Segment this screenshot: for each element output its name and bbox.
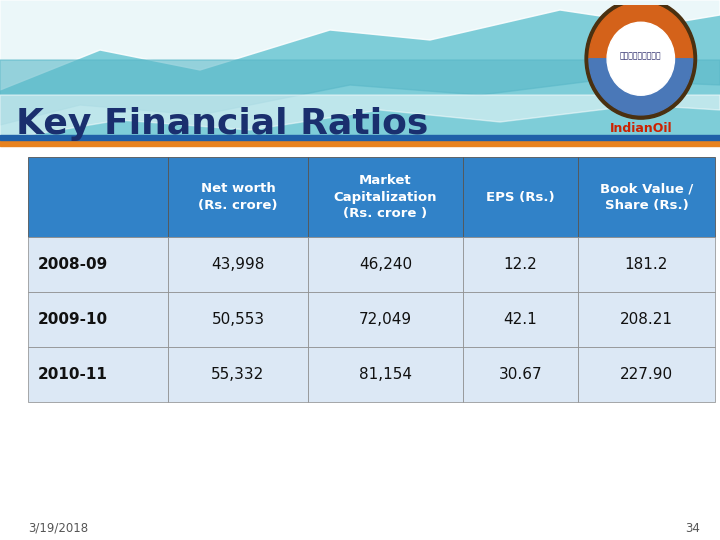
Text: 2010-11: 2010-11 bbox=[38, 367, 108, 382]
Text: 2008-09: 2008-09 bbox=[38, 257, 108, 272]
Text: 208.21: 208.21 bbox=[620, 312, 673, 327]
Bar bbox=[0, 0, 720, 140]
Bar bbox=[308, 347, 463, 402]
Polygon shape bbox=[0, 0, 720, 90]
Wedge shape bbox=[589, 59, 693, 115]
Polygon shape bbox=[0, 60, 720, 125]
Text: इंडियनऑयल: इंडियनऑयल bbox=[620, 51, 662, 60]
Text: Book Value /
Share (Rs.): Book Value / Share (Rs.) bbox=[600, 182, 693, 212]
Text: IndianOil: IndianOil bbox=[610, 123, 672, 136]
Polygon shape bbox=[0, 95, 720, 140]
Bar bbox=[578, 347, 715, 402]
Text: 43,998: 43,998 bbox=[211, 257, 265, 272]
Text: 72,049: 72,049 bbox=[359, 312, 412, 327]
Bar bbox=[168, 292, 308, 347]
Bar bbox=[28, 292, 168, 347]
Circle shape bbox=[585, 0, 696, 119]
Bar bbox=[0, 135, 720, 140]
Text: 181.2: 181.2 bbox=[625, 257, 668, 272]
Bar bbox=[308, 237, 463, 292]
Text: Market
Capitalization
(Rs. crore ): Market Capitalization (Rs. crore ) bbox=[334, 173, 437, 220]
Bar bbox=[168, 237, 308, 292]
Bar bbox=[463, 292, 578, 347]
Text: EPS (Rs.): EPS (Rs.) bbox=[486, 191, 555, 204]
Bar bbox=[463, 157, 578, 237]
Bar bbox=[308, 157, 463, 237]
Bar bbox=[168, 157, 308, 237]
Bar bbox=[308, 292, 463, 347]
Text: 227.90: 227.90 bbox=[620, 367, 673, 382]
Text: 2009-10: 2009-10 bbox=[38, 312, 108, 327]
Text: 12.2: 12.2 bbox=[503, 257, 537, 272]
Text: 81,154: 81,154 bbox=[359, 367, 412, 382]
Bar bbox=[168, 347, 308, 402]
Bar bbox=[28, 157, 168, 237]
Text: 55,332: 55,332 bbox=[212, 367, 265, 382]
Bar bbox=[28, 237, 168, 292]
Bar bbox=[0, 138, 720, 146]
Wedge shape bbox=[589, 3, 693, 59]
Bar bbox=[578, 237, 715, 292]
Text: Net worth
(Rs. crore): Net worth (Rs. crore) bbox=[198, 182, 278, 212]
Text: 42.1: 42.1 bbox=[503, 312, 537, 327]
Text: Key Financial Ratios: Key Financial Ratios bbox=[16, 107, 428, 141]
Bar bbox=[578, 157, 715, 237]
Text: 46,240: 46,240 bbox=[359, 257, 412, 272]
Bar bbox=[463, 237, 578, 292]
Text: 34: 34 bbox=[685, 522, 700, 535]
Circle shape bbox=[607, 22, 675, 95]
Bar bbox=[463, 347, 578, 402]
Bar bbox=[28, 347, 168, 402]
Text: 30.67: 30.67 bbox=[499, 367, 542, 382]
Text: 3/19/2018: 3/19/2018 bbox=[28, 522, 88, 535]
Text: 50,553: 50,553 bbox=[212, 312, 264, 327]
Bar bbox=[578, 292, 715, 347]
